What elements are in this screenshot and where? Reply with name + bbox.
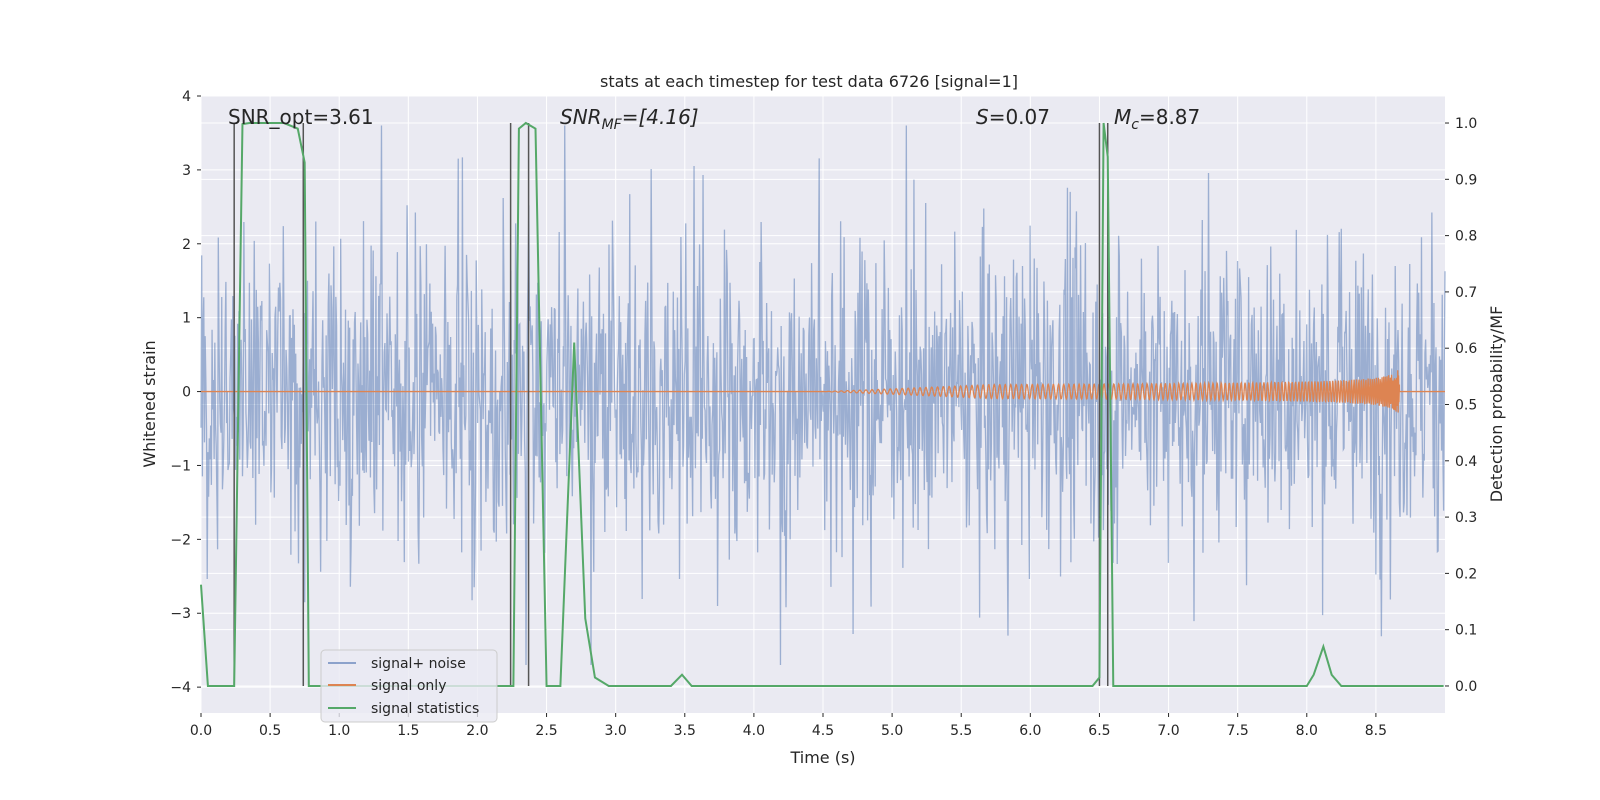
y-axis-label: Whitened strain xyxy=(140,340,159,467)
x-tick-label: 6.0 xyxy=(1019,723,1041,739)
legend-label-signal: signal only xyxy=(371,678,446,694)
noise-line xyxy=(200,125,1446,665)
x-tick-label: 8.0 xyxy=(1296,723,1318,739)
x-tick-label: 7.5 xyxy=(1227,723,1249,739)
y-tick-label: 0 xyxy=(182,385,191,401)
y2-tick-label: 0.0 xyxy=(1455,679,1477,695)
x-tick-label: 1.0 xyxy=(328,723,350,739)
x-tick-label: 2.5 xyxy=(535,723,557,739)
y2-tick-label: 0.7 xyxy=(1455,285,1477,301)
x-tick-label: 0.5 xyxy=(259,723,281,739)
x-tick-label: 1.5 xyxy=(397,723,419,739)
x-tick-label: 2.0 xyxy=(466,723,488,739)
x-tick-label: 5.5 xyxy=(950,723,972,739)
x-axis-label: Time (s) xyxy=(789,748,855,767)
legend: signal+ noise signal only signal statist… xyxy=(320,649,498,723)
x-tick-label: 3.5 xyxy=(674,723,696,739)
y2-tick-label: 0.9 xyxy=(1455,172,1477,188)
y2-tick-label: 0.5 xyxy=(1455,398,1477,414)
y2-tick-label: 0.8 xyxy=(1455,229,1477,245)
x-tick-label: 8.5 xyxy=(1365,723,1387,739)
y-tick-label: −2 xyxy=(170,532,191,548)
y-tick-label: 4 xyxy=(182,89,191,105)
x-tick-label: 5.0 xyxy=(881,723,903,739)
annotation-s: S=0.07 xyxy=(976,105,1050,129)
y2-tick-label: 0.1 xyxy=(1455,623,1477,639)
y-axis-ticks: −4 −3 −2 −1 0 1 2 3 4 xyxy=(170,89,201,696)
annotation-snr-mf: SNRMF=[4.16] xyxy=(560,105,699,133)
y2-tick-label: 1.0 xyxy=(1455,116,1477,132)
y2-tick-label: 0.4 xyxy=(1455,454,1477,470)
x-tick-label: 0.0 xyxy=(190,723,212,739)
legend-label-noise: signal+ noise xyxy=(371,656,466,672)
y-tick-label: 3 xyxy=(182,163,191,179)
annotation-snr-opt: SNR_opt=3.61 xyxy=(228,105,374,129)
y2-axis-label: Detection probability/MF xyxy=(1487,306,1506,503)
y2-tick-label: 0.3 xyxy=(1455,510,1477,526)
y-tick-label: −3 xyxy=(170,606,191,622)
legend-label-stats: signal statistics xyxy=(371,701,479,717)
x-tick-label: 3.0 xyxy=(605,723,627,739)
y2-tick-label: 0.6 xyxy=(1455,341,1477,357)
annotation-mc: Mc=8.87 xyxy=(1114,105,1200,133)
stats-line xyxy=(200,121,1444,687)
x-tick-label: 6.5 xyxy=(1088,723,1110,739)
x-axis-ticks: 0.0 0.5 1.0 1.5 2.0 2.5 3.0 3.5 4.0 4.5 5.0 5.5 6.0 6… xyxy=(190,713,1387,739)
x-tick-label: 4.5 xyxy=(812,723,834,739)
y-tick-label: 1 xyxy=(182,311,191,327)
y-tick-label: −4 xyxy=(170,680,191,696)
legend-box xyxy=(320,649,498,723)
y-tick-label: −1 xyxy=(170,458,191,474)
stats-series xyxy=(200,121,1444,687)
x-tick-label: 4.0 xyxy=(743,723,765,739)
noise-series xyxy=(200,125,1446,665)
y-tick-label: 2 xyxy=(182,237,191,253)
x-tick-label: 7.0 xyxy=(1157,723,1179,739)
chart-title: stats at each timestep for test data 672… xyxy=(600,72,1018,91)
y2-tick-label: 0.2 xyxy=(1455,566,1477,582)
y2-axis-ticks: 0.0 0.1 0.2 0.3 0.4 0.5 0.6 0.7 0.8 0.9 1.0 xyxy=(1445,116,1477,695)
